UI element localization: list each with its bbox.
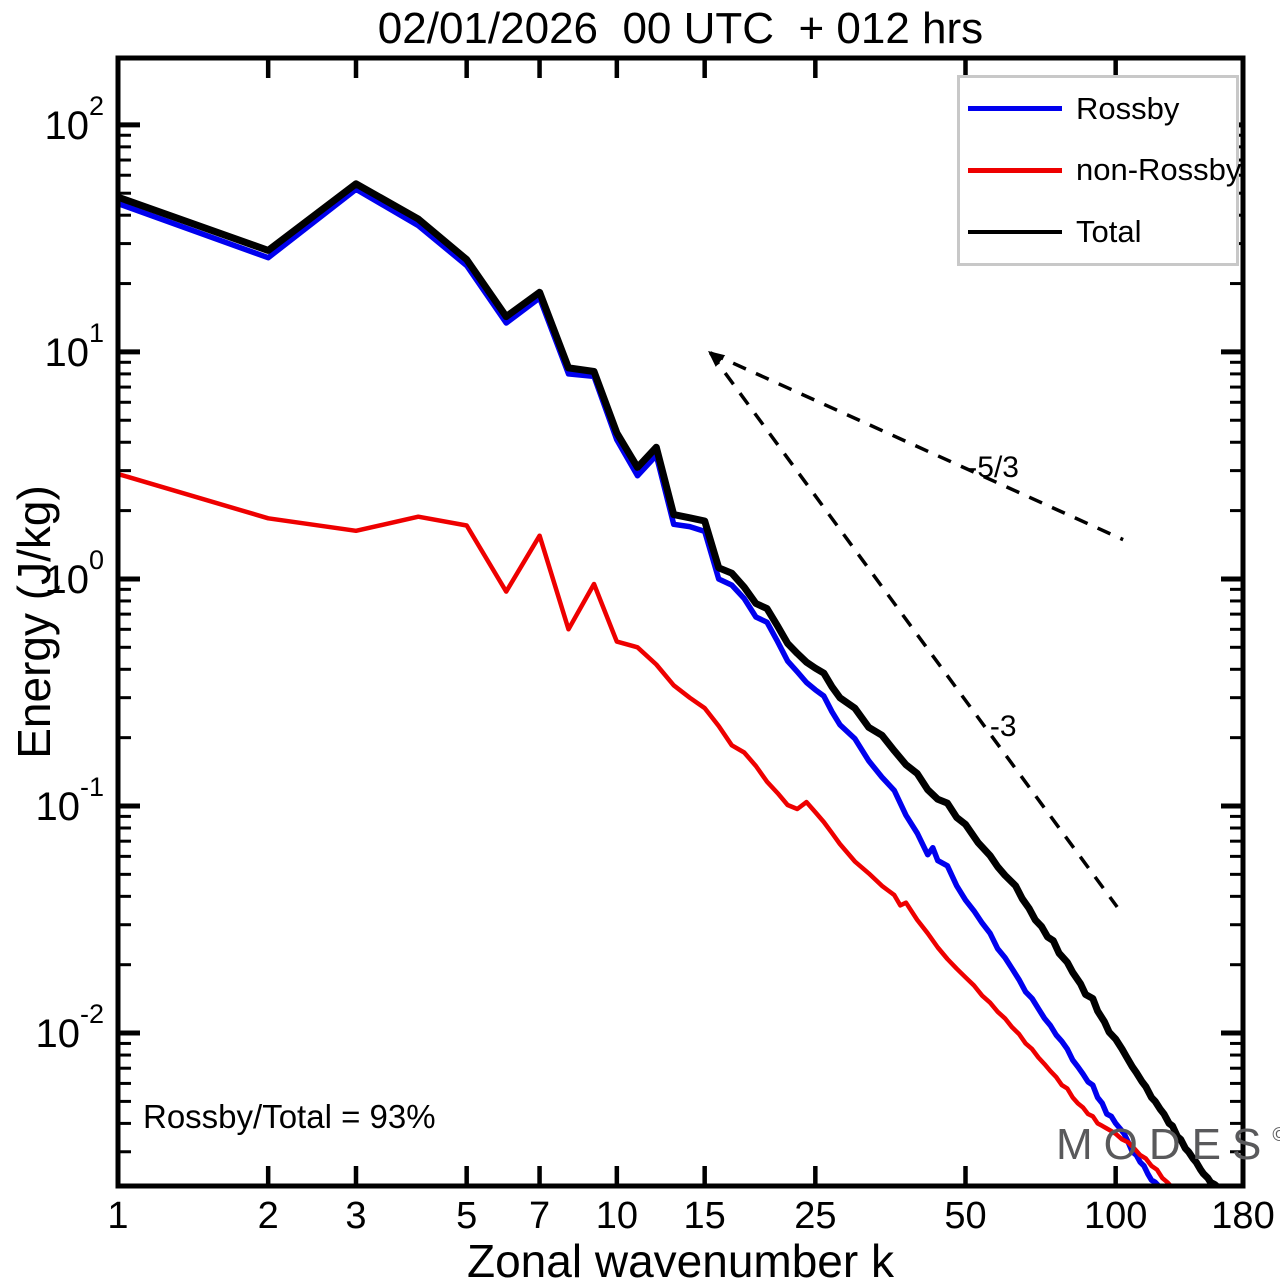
modes-watermark: MODES© — [1056, 1120, 1280, 1170]
plot-border — [115, 55, 1246, 1189]
x-tick-label: 2 — [258, 1195, 279, 1237]
non-rossby-line-sample — [968, 167, 1062, 173]
slope-label: -5/3 — [967, 451, 1019, 484]
reference-arrowhead-icon — [708, 351, 726, 367]
rossby-total-ratio-text: Rossby/Total = 93% — [143, 1098, 436, 1135]
x-tick-label: 3 — [345, 1195, 366, 1237]
x-tick-label: 10 — [596, 1195, 638, 1237]
x-tick-label: 180 — [1211, 1195, 1274, 1237]
legend: Rossby non-Rossby Total — [957, 75, 1241, 266]
slope-label: -3 — [990, 710, 1017, 743]
chart-title: 02/01/2026 00 UTC + 012 hrs — [377, 4, 984, 53]
x-tick-label: 5 — [456, 1195, 477, 1237]
copyright-icon: © — [1272, 1125, 1280, 1146]
x-axis-label: Zonal wavenumber k — [467, 1235, 894, 1281]
x-tick-label: 15 — [684, 1195, 726, 1237]
x-tick-label: 50 — [944, 1195, 986, 1237]
slope-reference-line — [709, 351, 1124, 542]
rossby-line-sample — [968, 106, 1062, 112]
legend-label-rossby: Rossby — [1076, 90, 1180, 126]
series-rossby — [118, 186, 1162, 1186]
x-tick-label: 100 — [1084, 1195, 1147, 1237]
legend-item-non-rossby: non-Rossby — [968, 152, 1241, 188]
x-tick-label: 7 — [529, 1195, 550, 1237]
x-tick-label: 25 — [794, 1195, 836, 1237]
series-non-rossby — [118, 471, 1174, 1186]
y-axis-label: Energy (J/kg) — [8, 485, 60, 759]
legend-label-total: Total — [1076, 214, 1142, 250]
y-tick-label: 10-1 — [35, 772, 104, 829]
modes-watermark-text: MODES — [1056, 1120, 1273, 1169]
series-total — [118, 180, 1221, 1186]
legend-item-rossby: Rossby — [968, 91, 1236, 127]
x-tick-label: 1 — [107, 1195, 128, 1237]
total-line-sample — [968, 230, 1062, 235]
y-tick-label: 102 — [44, 91, 104, 148]
y-tick-label: 101 — [44, 318, 104, 375]
legend-item-total: Total — [968, 214, 1236, 250]
y-tick-label: 10-2 — [35, 999, 104, 1056]
legend-label-non-rossby: non-Rossby — [1076, 152, 1242, 188]
